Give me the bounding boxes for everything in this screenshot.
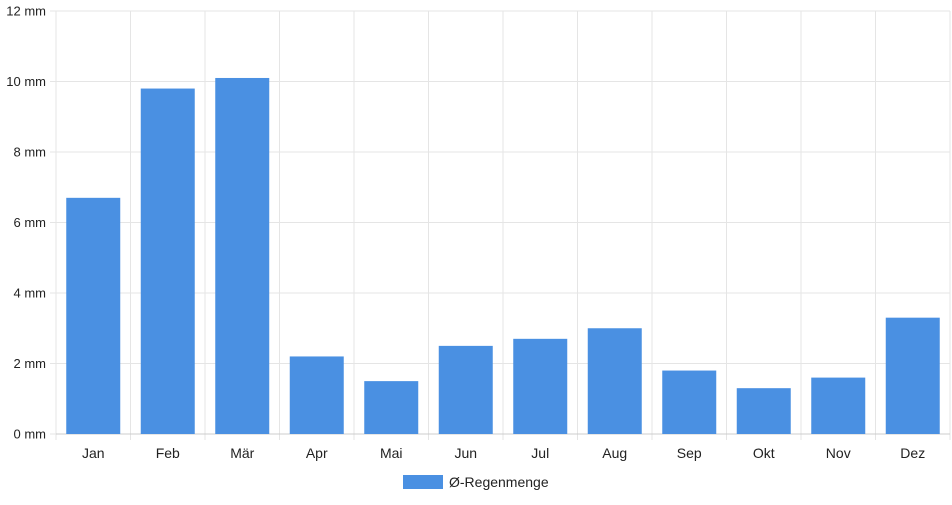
y-tick-label: 0 mm — [14, 427, 47, 442]
x-tick-label: Apr — [306, 445, 328, 461]
x-tick-label: Jun — [454, 445, 477, 461]
y-tick-label: 2 mm — [14, 356, 47, 371]
y-tick-label: 10 mm — [6, 74, 46, 89]
x-tick-label: Feb — [156, 445, 180, 461]
bar-8 — [587, 328, 642, 434]
x-tick-label: Mai — [380, 445, 403, 461]
x-tick-label: Mär — [230, 445, 254, 461]
bar-5 — [364, 381, 419, 434]
bar-6 — [438, 345, 493, 434]
bar-10 — [736, 388, 791, 434]
x-tick-label: Jul — [531, 445, 549, 461]
x-tick-label: Dez — [900, 445, 925, 461]
x-tick-label: Jan — [82, 445, 105, 461]
bar-2 — [140, 88, 195, 435]
bar-9 — [662, 370, 717, 434]
bar-7 — [513, 338, 568, 434]
legend-swatch — [403, 475, 443, 489]
bar-3 — [215, 77, 270, 434]
x-tick-label: Sep — [677, 445, 702, 461]
bar-11 — [811, 377, 866, 434]
x-tick-label: Aug — [602, 445, 627, 461]
y-tick-label: 8 mm — [14, 145, 47, 160]
bar-1 — [66, 197, 121, 434]
y-tick-label: 4 mm — [14, 286, 47, 301]
y-tick-label: 12 mm — [6, 4, 46, 19]
bar-4 — [289, 356, 344, 434]
y-tick-label: 6 mm — [14, 215, 47, 230]
x-tick-label: Nov — [826, 445, 851, 461]
x-tick-label: Okt — [753, 445, 775, 461]
legend-label: Ø-Regenmenge — [449, 474, 549, 490]
bar-12 — [885, 317, 940, 434]
